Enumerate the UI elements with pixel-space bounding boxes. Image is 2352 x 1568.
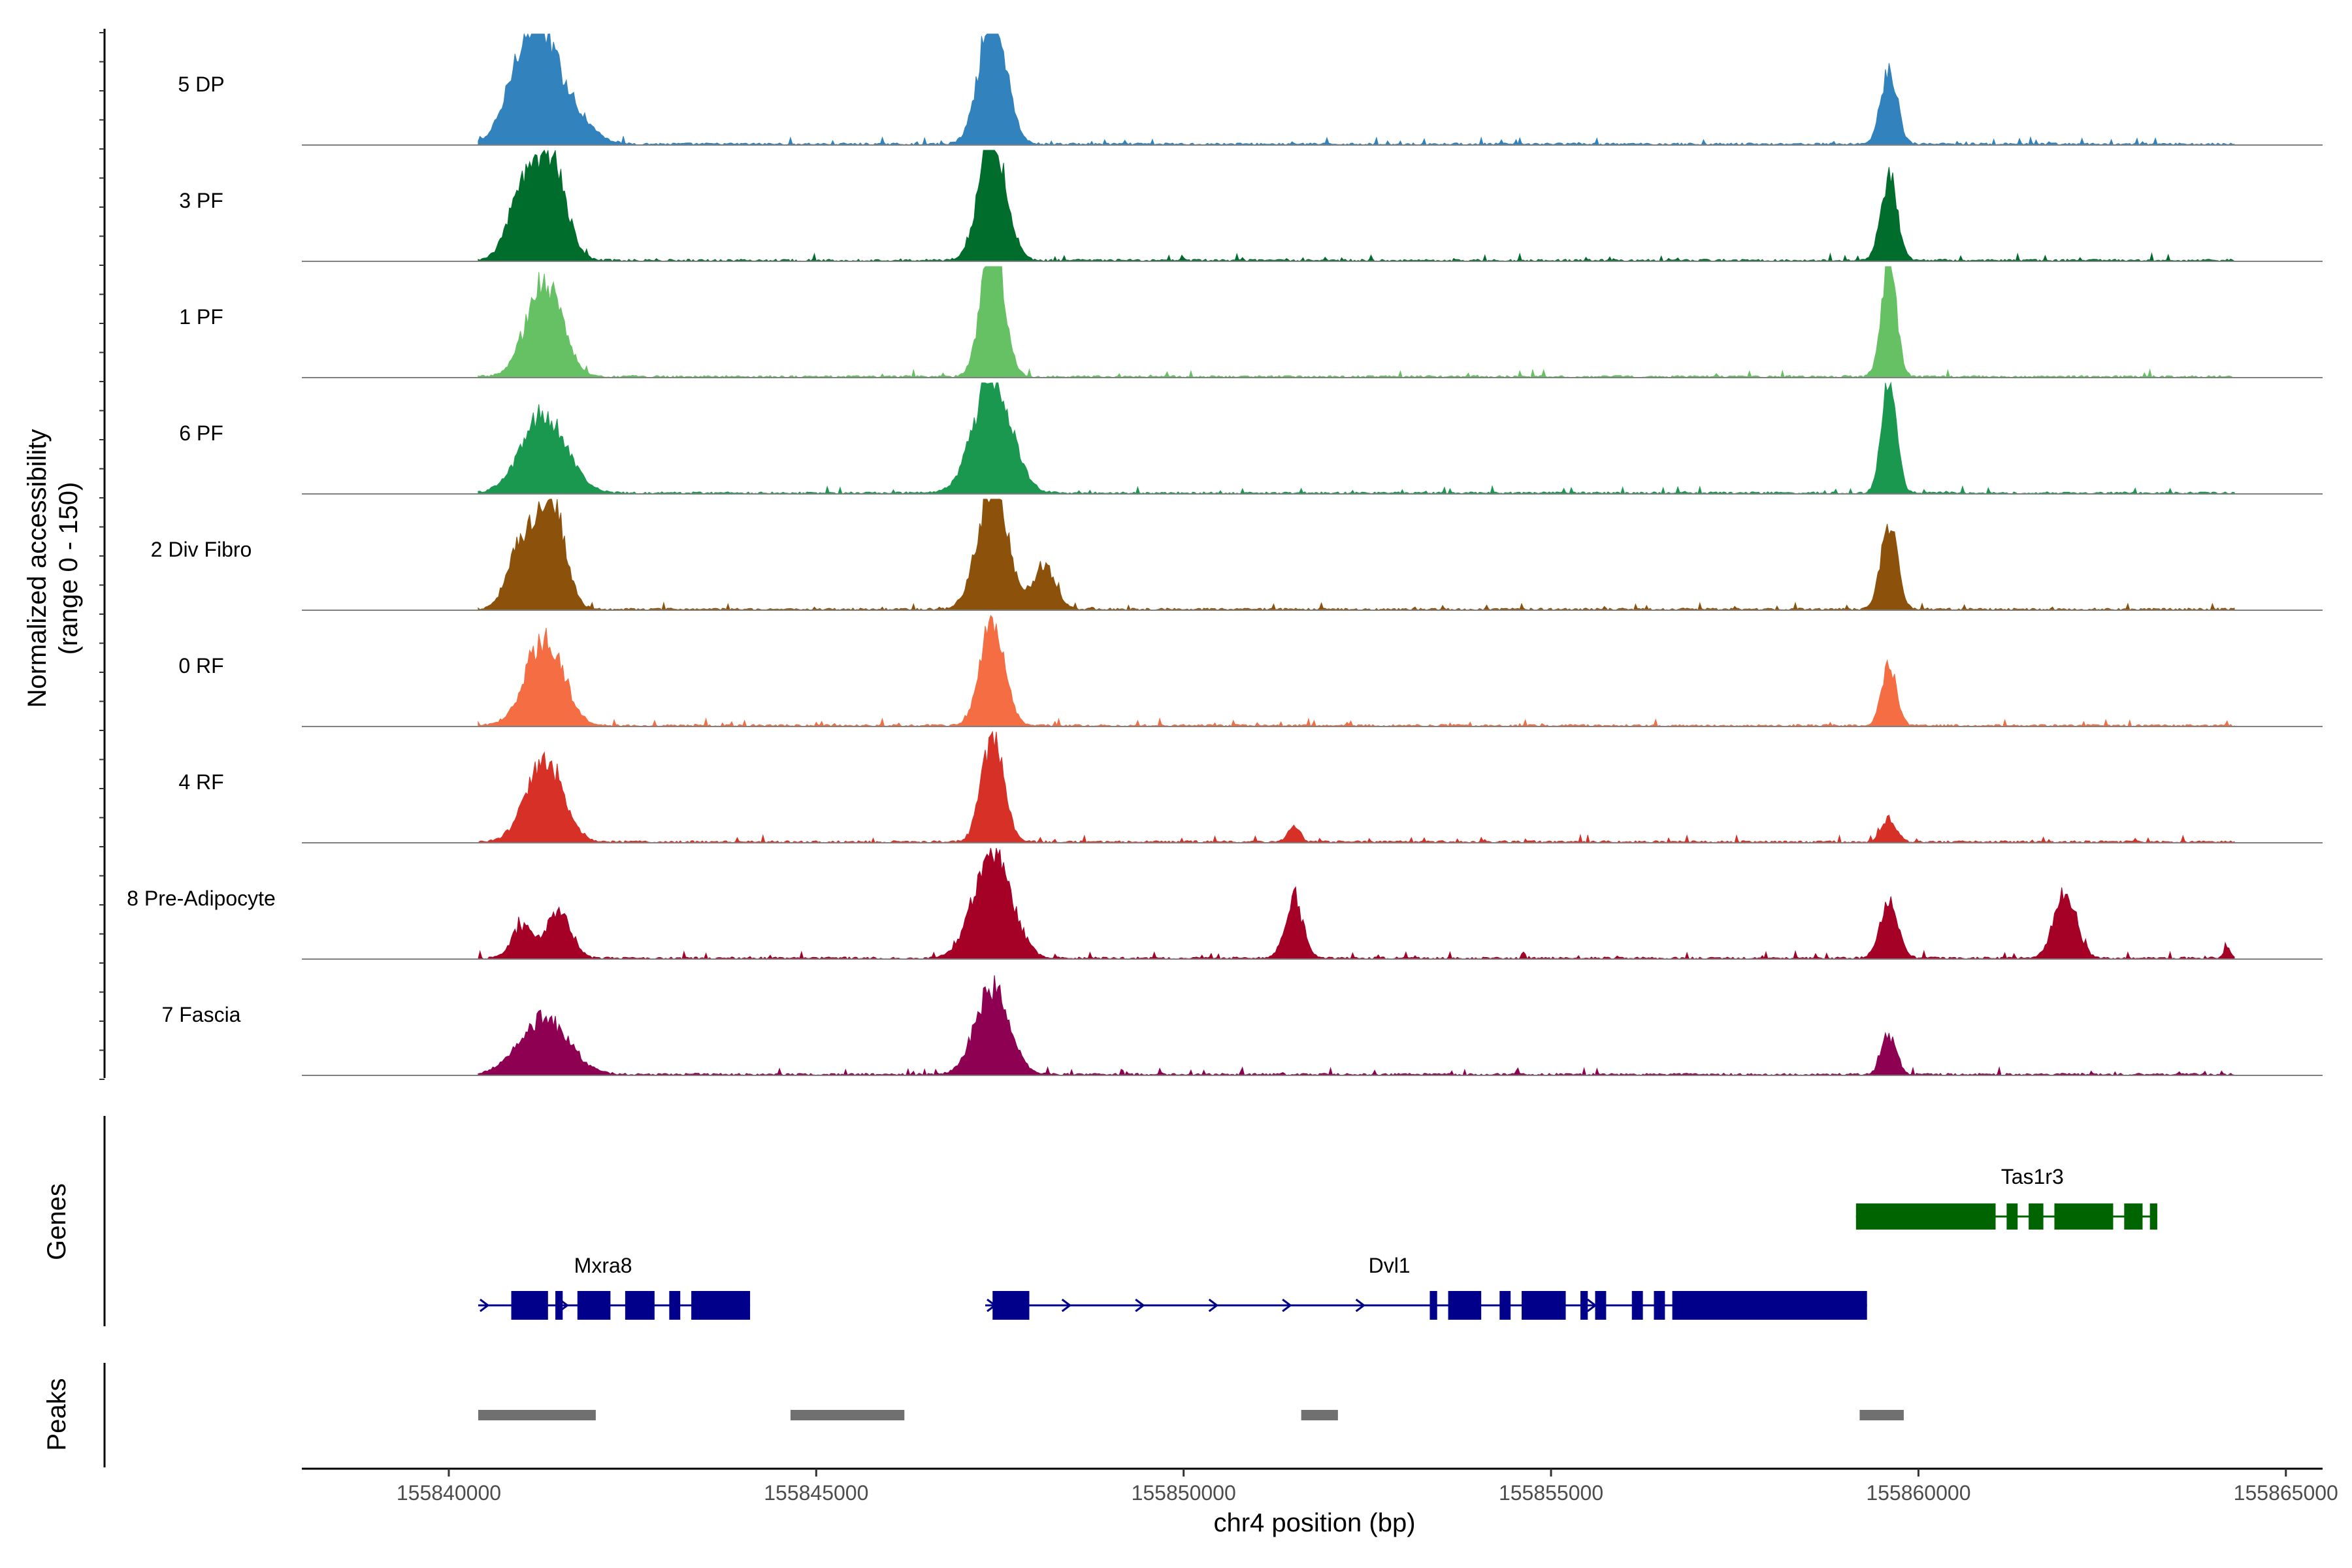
gene-exon	[1522, 1291, 1566, 1320]
x-axis: 155840000 155845000 155850000 155855000 1558…	[302, 1467, 2338, 1505]
gene-exon	[577, 1291, 611, 1320]
gene-track: Mxra8 Dvl1 Tas1r3	[103, 1116, 2157, 1326]
gene-exon	[992, 1291, 1030, 1320]
axis-titles: Normalized accessibility (range 0 - 150)…	[23, 429, 1416, 1537]
gene-strand-arrow	[1355, 1298, 1366, 1313]
x-axis-title: chr4 position (bp)	[1213, 1509, 1415, 1537]
gene-exon	[1448, 1291, 1482, 1320]
track-1-pf: 1 PF	[179, 266, 2323, 378]
track-label: 6 PF	[179, 421, 223, 445]
coverage-area	[478, 847, 2235, 960]
gene-strand-arrow	[1135, 1298, 1145, 1313]
gene-exon	[1855, 1203, 1996, 1230]
genes-axis-label: Genes	[42, 1183, 71, 1260]
x-tick-label: 155845000	[764, 1481, 868, 1505]
gene-strand-arrow	[1587, 1298, 1597, 1313]
gene-exon	[1672, 1291, 1867, 1320]
track-label: 3 PF	[179, 189, 223, 212]
coverage-area	[478, 149, 2235, 262]
gene-strand-arrow	[1282, 1298, 1292, 1313]
coverage-area	[478, 266, 2235, 378]
gene-label: Dvl1	[1369, 1254, 1411, 1277]
peak-region-bar	[478, 1410, 596, 1420]
gene-exon	[1499, 1291, 1511, 1320]
coverage-area	[478, 498, 2235, 611]
track-label: 7 Fascia	[162, 1003, 241, 1026]
x-tick-label: 155840000	[397, 1481, 501, 1505]
gene-strand-arrow	[1061, 1298, 1072, 1313]
gene-dvl1: Dvl1	[985, 1254, 1867, 1320]
track-7-fascia: 7 Fascia	[162, 975, 2323, 1076]
track-label: 2 Div Fibro	[151, 538, 252, 561]
x-tick-label: 155860000	[1866, 1481, 1970, 1505]
gene-exon	[1595, 1291, 1607, 1320]
gene-exon	[1654, 1291, 1665, 1320]
gene-exon	[2149, 1203, 2157, 1230]
peaks-axis-label: Peaks	[42, 1378, 71, 1450]
gene-strand-arrow	[480, 1298, 490, 1313]
gene-exon	[669, 1291, 681, 1320]
gene-label: Tas1r3	[2001, 1165, 2064, 1188]
track-5-dp: 5 DP	[178, 33, 2323, 146]
gene-exon	[691, 1291, 751, 1320]
track-4-rf: 4 RF	[178, 730, 2323, 843]
coverage-tracks: 5 DP 3 PF 1 PF 6 PF 2 Div Fibro 0 RF 4 RF 8 Pre…	[99, 29, 2323, 1080]
gene-exon	[1631, 1291, 1643, 1320]
gene-exon	[2054, 1203, 2114, 1230]
peak-region-bar	[1859, 1410, 1904, 1420]
track-label: 4 RF	[178, 770, 223, 794]
gene-exon	[2029, 1203, 2044, 1230]
track-2-div-fibro: 2 Div Fibro	[151, 498, 2323, 611]
coverage-area	[478, 730, 2235, 843]
gene-strand-arrow	[987, 1298, 997, 1313]
y-axis-label-line2: (range 0 - 150)	[54, 482, 83, 655]
gene-mxra8: Mxra8	[478, 1254, 751, 1320]
track-label: 8 Pre-Adipocyte	[127, 887, 276, 910]
coverage-area	[478, 33, 2235, 146]
gene-label: Mxra8	[574, 1254, 632, 1277]
gene-tas1r3: Tas1r3	[1855, 1165, 2157, 1230]
coverage-y-axis	[99, 29, 106, 1080]
track-label: 1 PF	[179, 305, 223, 329]
x-tick-label: 155855000	[1499, 1481, 1603, 1505]
gene-exon	[2006, 1203, 2018, 1230]
gene-exon	[1580, 1291, 1588, 1320]
coverage-area	[478, 382, 2235, 495]
track-6-pf: 6 PF	[179, 382, 2323, 495]
y-axis-label-line1: Normalized accessibility	[23, 429, 52, 708]
coverage-area	[478, 975, 2235, 1076]
peak-region-bar	[1301, 1410, 1338, 1420]
peak-region-bar	[790, 1410, 905, 1420]
coverage-area	[478, 614, 2235, 727]
gene-exon	[1429, 1291, 1437, 1320]
gene-exon	[511, 1291, 548, 1320]
track-0-rf: 0 RF	[178, 614, 2323, 727]
gene-strand-arrow	[559, 1298, 569, 1313]
track-label: 0 RF	[178, 654, 223, 678]
gene-exon	[555, 1291, 563, 1320]
track-8-pre-adipocyte: 8 Pre-Adipocyte	[127, 847, 2323, 960]
track-3-pf: 3 PF	[179, 149, 2323, 262]
gene-exon	[2124, 1203, 2143, 1230]
peaks-track	[103, 1363, 1904, 1467]
x-tick-label: 155850000	[1132, 1481, 1236, 1505]
gene-exon	[625, 1291, 655, 1320]
track-label: 5 DP	[178, 73, 224, 96]
gene-strand-arrow	[1208, 1298, 1219, 1313]
x-tick-label: 155865000	[2234, 1481, 2338, 1505]
